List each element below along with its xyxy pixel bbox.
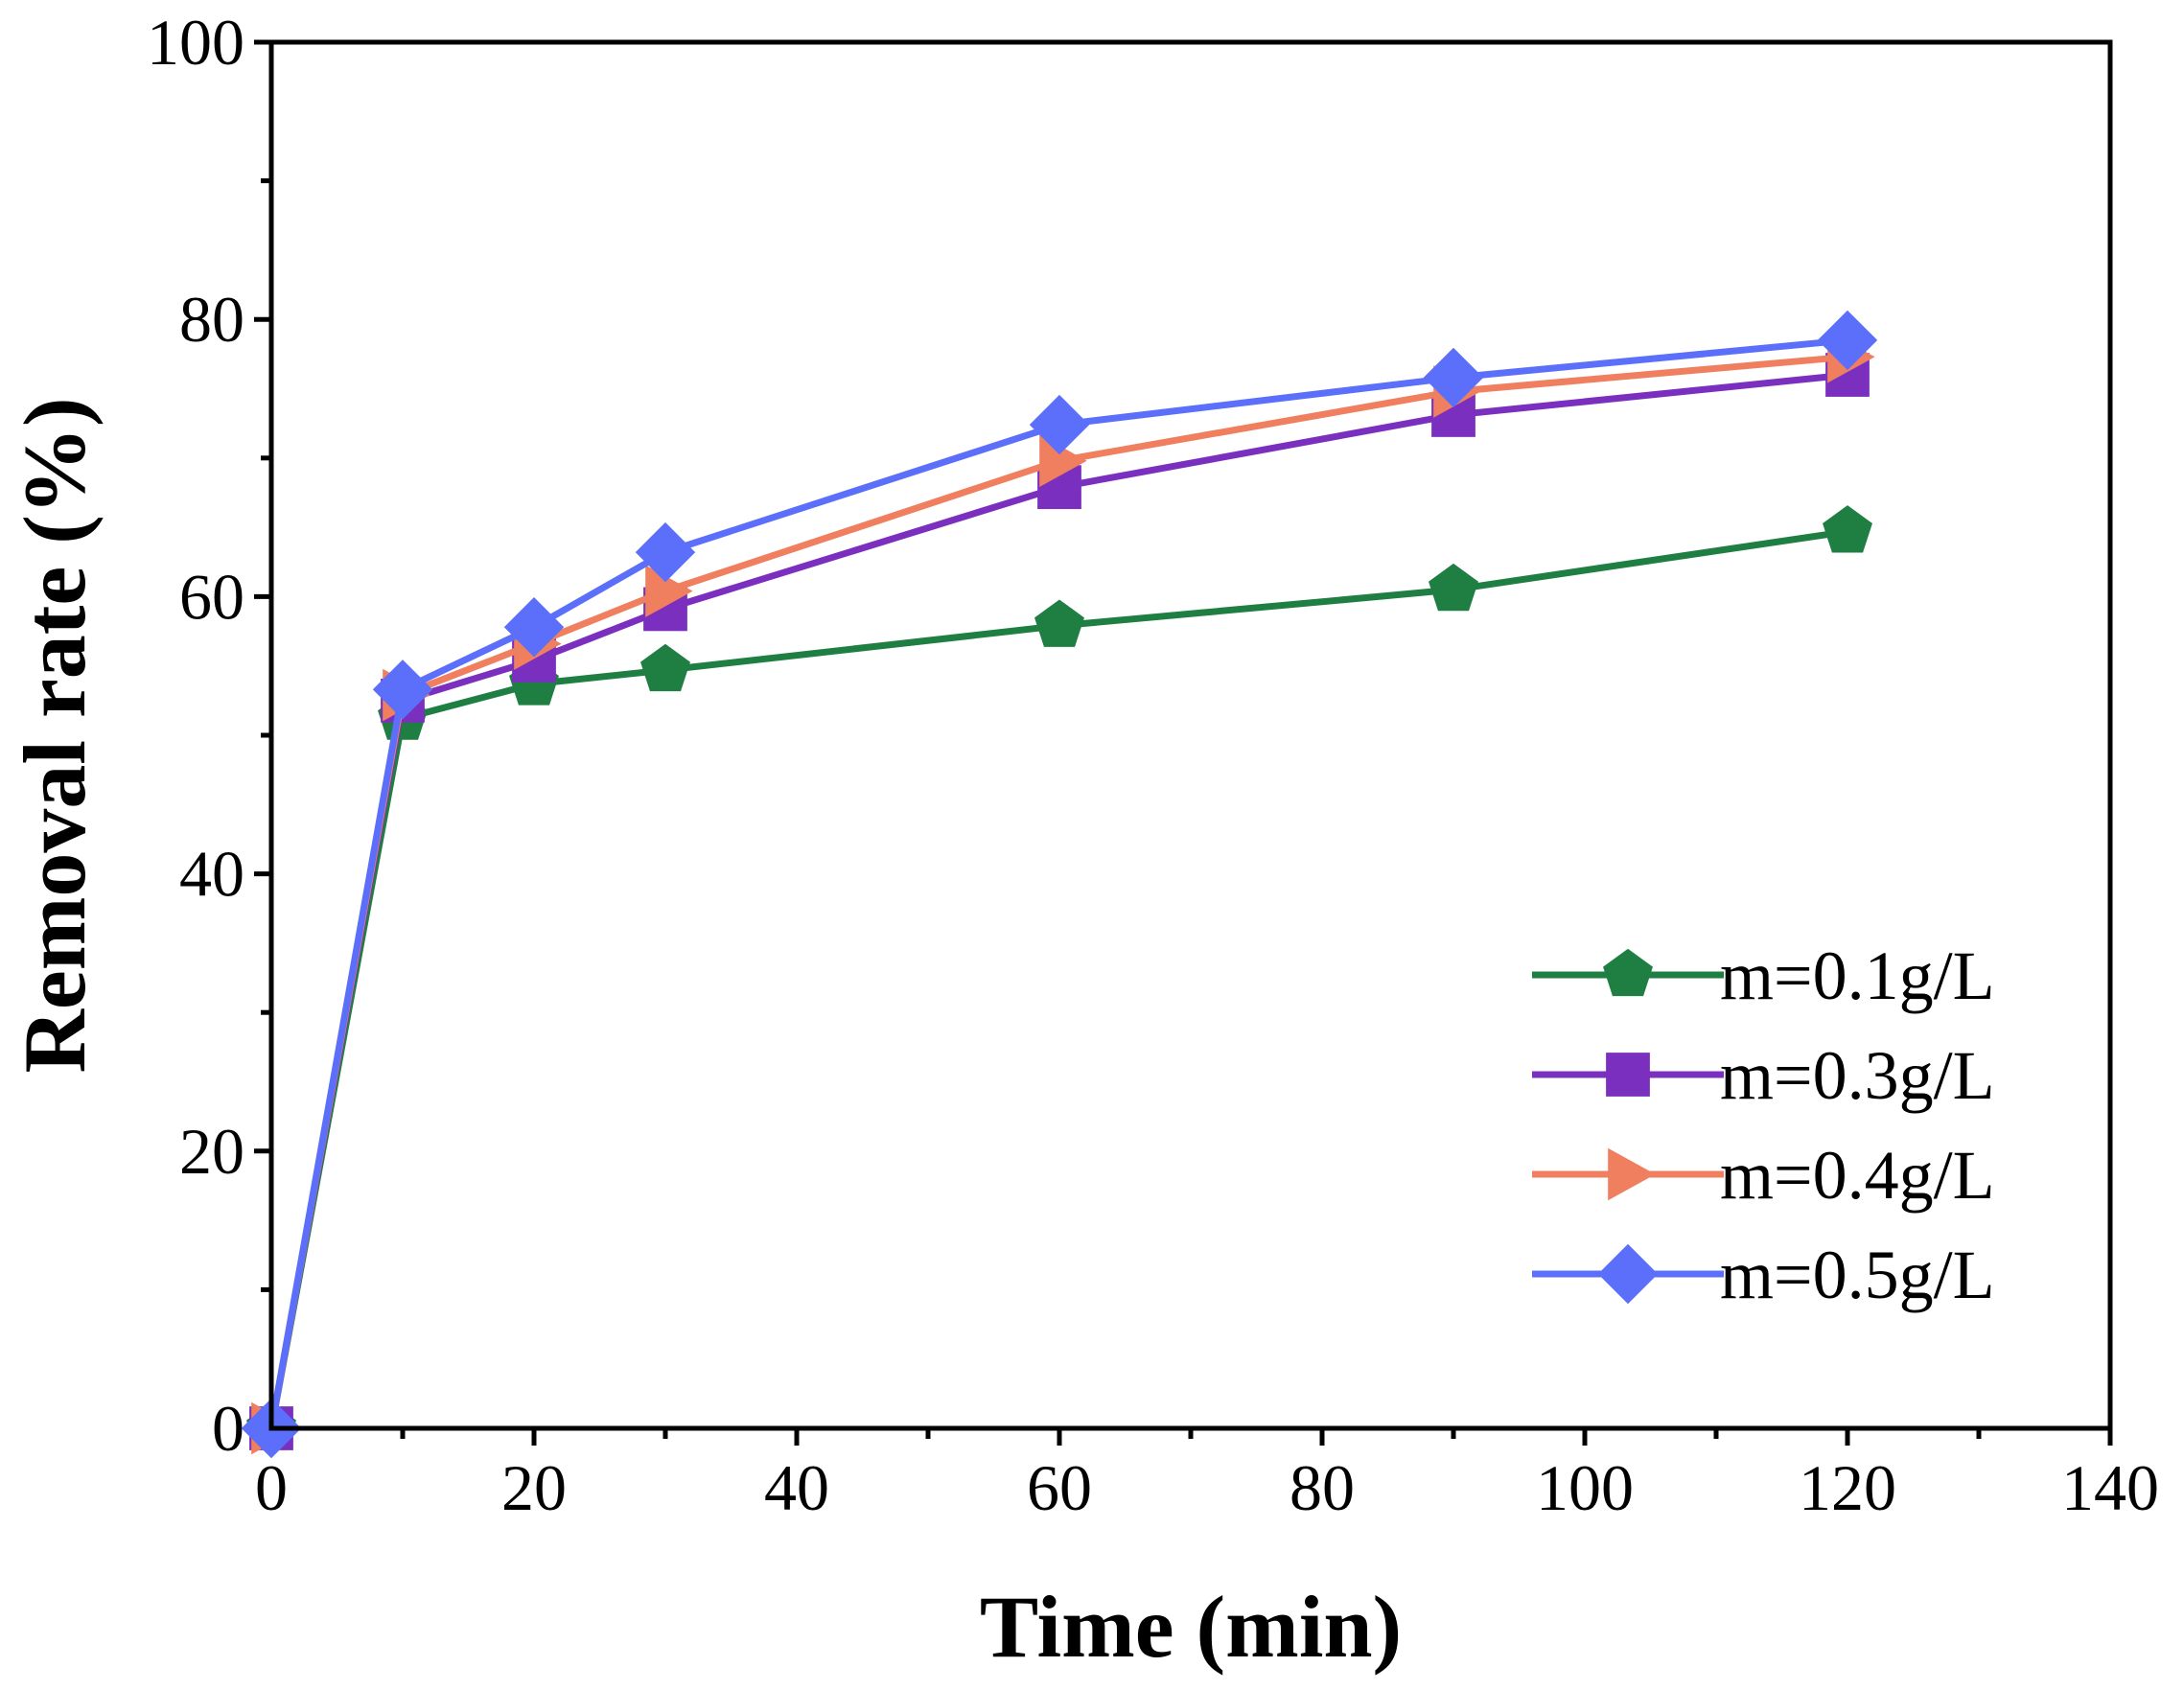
data-point	[372, 660, 433, 720]
data-point	[1034, 599, 1084, 647]
y-tick-label: 80	[179, 283, 244, 356]
data-point	[645, 565, 693, 617]
y-tick-label: 100	[147, 6, 244, 79]
x-tick-label: 20	[501, 1451, 567, 1524]
legend: m=0.1g/L m=0.3g/L m=0.4g/L m=0.5g/L	[1532, 938, 1995, 1313]
data-point	[1423, 347, 1484, 408]
legend-marker	[1608, 1147, 1656, 1201]
legend-label: m=0.1g/L	[1720, 938, 1995, 1014]
data-point	[1029, 394, 1090, 455]
data-point	[640, 643, 690, 692]
plot-frame	[268, 39, 2113, 1431]
legend-label: m=0.3g/L	[1720, 1037, 1995, 1114]
x-tick-label: 100	[1536, 1451, 1634, 1524]
y-axis-title: Removal rate (%)	[6, 397, 104, 1073]
y-tick-label: 20	[179, 1115, 244, 1188]
data-point	[1429, 563, 1478, 612]
data-point	[635, 521, 696, 583]
legend-item: m=0.5g/L	[1532, 1237, 1995, 1313]
y-tick-label: 60	[179, 560, 244, 633]
legend-item: m=0.1g/L	[1532, 938, 1995, 1014]
data-point	[503, 597, 565, 658]
axes: 0 20 40 60 80 100 120 140 0 20 40 60 80 100	[147, 6, 2159, 1524]
x-tick-label: 40	[764, 1451, 829, 1524]
x-tick-label: 120	[1799, 1451, 1896, 1524]
legend-marker	[1597, 1243, 1659, 1305]
legend-marker	[1606, 1053, 1650, 1097]
y-tick-label: 0	[212, 1392, 244, 1465]
x-tick-label: 0	[255, 1451, 288, 1524]
x-tick-label: 80	[1289, 1451, 1355, 1524]
legend-item: m=0.3g/L	[1532, 1037, 1995, 1114]
legend-item: m=0.4g/L	[1532, 1137, 1995, 1214]
y-tick-label: 40	[179, 838, 244, 911]
x-tick-label: 60	[1027, 1451, 1092, 1524]
x-tick-label: 140	[2061, 1451, 2159, 1524]
legend-label: m=0.5g/L	[1720, 1237, 1995, 1313]
x-axis-title: Time (min)	[980, 1578, 1402, 1676]
series-group	[241, 310, 1878, 1459]
data-point	[1823, 505, 1872, 553]
legend-marker	[1603, 948, 1653, 997]
data-point	[1039, 434, 1087, 487]
data-point	[1817, 310, 1878, 371]
legend-label: m=0.4g/L	[1720, 1137, 1995, 1214]
